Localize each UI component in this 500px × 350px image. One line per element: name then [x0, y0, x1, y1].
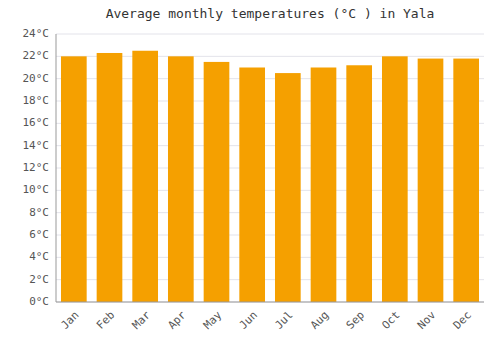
- bar: [275, 73, 301, 302]
- x-tick-label: Jun: [237, 309, 260, 332]
- grid-line: [56, 34, 484, 35]
- title: Average monthly temperatures (°C ) in Ya…: [106, 6, 435, 21]
- bar: [132, 51, 158, 302]
- y-tick-label: 14°C: [23, 139, 50, 152]
- y-tick-label: 18°C: [23, 94, 50, 107]
- chart-container: 0°C 2°C 4°C 6°C 8°C 10°C 12°C 14°C 16°C 18°C 20°C 2…: [0, 0, 500, 350]
- x-tick-label: Sep: [344, 309, 367, 332]
- bar: [453, 59, 479, 302]
- x-tick-label: Apr: [165, 308, 189, 332]
- bar: [61, 56, 87, 302]
- bar: [382, 56, 408, 302]
- bar: [311, 68, 337, 303]
- bars: [61, 51, 479, 302]
- x-tick-label: Aug: [308, 309, 331, 332]
- y-tick-label: 20°C: [23, 72, 50, 85]
- bar: [239, 68, 265, 303]
- x-tick-label: May: [201, 308, 225, 332]
- y-tick-label: 4°C: [29, 250, 49, 263]
- chart-svg: 0°C 2°C 4°C 6°C 8°C 10°C 12°C 14°C 16°C 18°C 20°C 2…: [0, 0, 500, 350]
- y-axis-line: [56, 34, 57, 302]
- x-tick-label: Dec: [451, 309, 474, 332]
- bar: [204, 62, 230, 302]
- x-tick-label: Feb: [94, 309, 117, 332]
- y-tick-label: 24°C: [23, 27, 50, 40]
- y-tick-label: 8°C: [29, 206, 49, 219]
- grid-line: [56, 302, 484, 303]
- y-tick-label: 0°C: [29, 295, 49, 308]
- y-tick-label: 22°C: [23, 49, 50, 62]
- bar: [168, 56, 194, 302]
- y-grid: [56, 34, 484, 302]
- x-tick-label: Mar: [130, 308, 154, 332]
- x-tick-labels: Jan Feb Mar Apr May Jun Jul Aug Sep Oct Nov Dec: [58, 308, 474, 332]
- x-tick-label: Oct: [379, 309, 402, 332]
- y-tick-label: 12°C: [23, 161, 50, 174]
- y-tick-label: 16°C: [23, 116, 50, 129]
- bar: [97, 53, 123, 302]
- y-tick-label: 10°C: [23, 183, 50, 196]
- x-tick-label: Nov: [415, 308, 439, 332]
- y-tick-label: 6°C: [29, 228, 49, 241]
- x-tick-label: Jan: [58, 309, 81, 332]
- y-tick-labels: 0°C 2°C 4°C 6°C 8°C 10°C 12°C 14°C 16°C 18°C 20°C 2…: [23, 27, 50, 308]
- x-tick-label: Jul: [272, 309, 295, 332]
- x-axis-line: [56, 302, 484, 303]
- bar: [346, 65, 372, 302]
- y-tick-label: 2°C: [29, 273, 49, 286]
- bar: [418, 59, 444, 302]
